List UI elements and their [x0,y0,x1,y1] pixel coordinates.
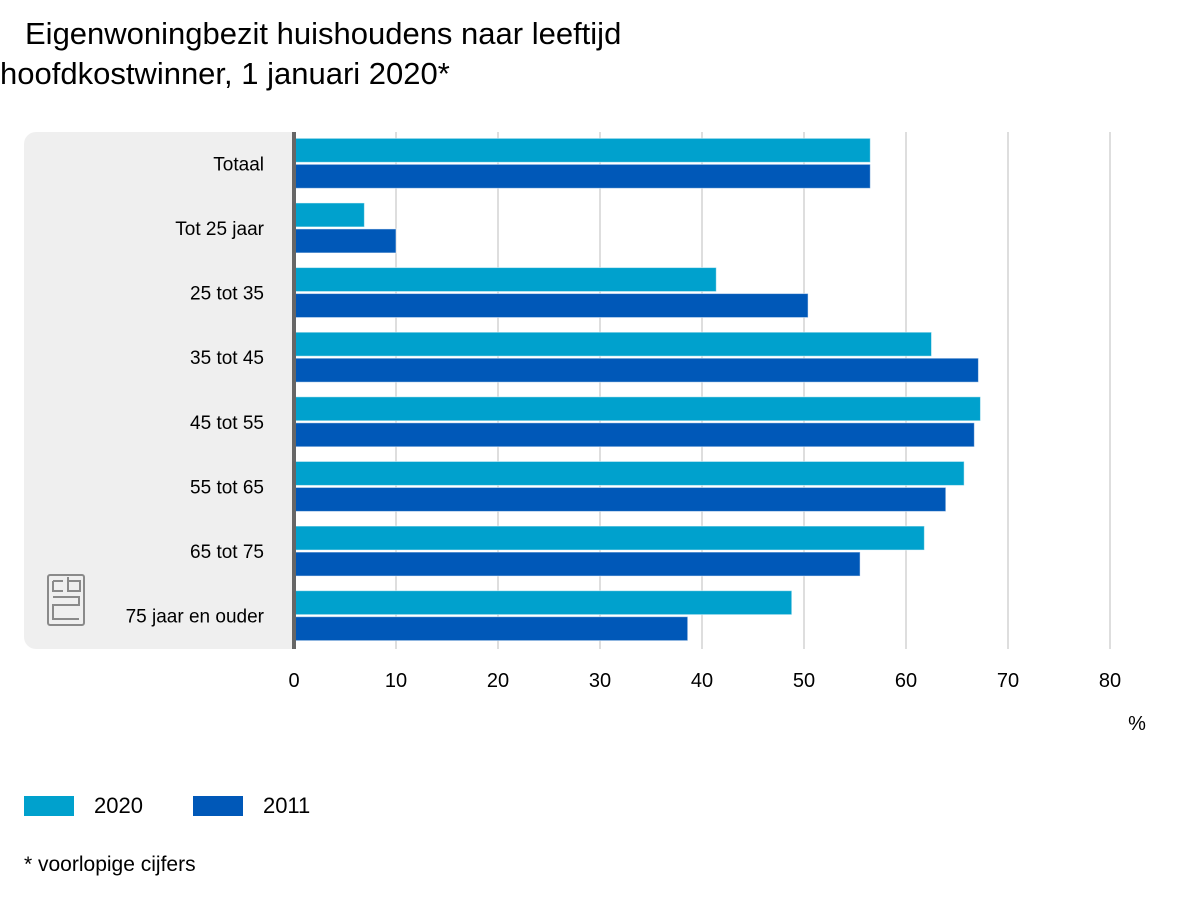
bar-2020 [293,460,965,486]
x-tick-label: 10 [385,670,407,692]
category-label: Totaal [213,154,264,175]
x-tick-label: 20 [487,670,509,692]
bar-2020 [293,525,925,551]
legend: 2020 2011 [24,793,360,819]
bar-2011 [293,228,397,254]
category-label: Tot 25 jaar [175,219,264,240]
bar-2011 [293,616,689,642]
legend-item-2020: 2020 [24,793,143,819]
x-tick-label: 50 [793,670,815,692]
chart-title: Eigenwoningbezit huishoudens naar leefti… [0,14,621,94]
legend-swatch-2011 [192,796,243,816]
legend-item-2011: 2011 [192,793,311,819]
category-panel [24,132,314,649]
legend-label-2011: 2011 [262,793,311,818]
bar-2011 [293,551,861,577]
legend-swatch-2020 [24,796,74,816]
footnote: * voorlopige cijfers [24,853,196,876]
category-label: 75 jaar en ouder [126,607,265,628]
x-axis-unit-label: % [1128,713,1146,735]
bar-2011 [293,293,809,319]
x-tick-label: 70 [997,670,1019,692]
legend-label-2020: 2020 [94,793,143,818]
bar-2020 [293,590,793,616]
bars [293,137,981,642]
x-tick-label: 60 [895,670,917,692]
bar-2020 [293,331,932,357]
bar-2011 [293,422,975,448]
bar-2020 [293,137,871,163]
bar-2011 [293,357,979,383]
category-label: 55 tot 65 [190,477,264,498]
bar-2011 [293,486,947,512]
x-tick-label: 80 [1099,670,1121,692]
category-panel-edge-cover [294,132,314,649]
bar-2020 [293,202,365,228]
bar-2020 [293,396,981,422]
category-label: 45 tot 55 [190,413,264,434]
category-label: 35 tot 45 [190,348,264,369]
x-tick-labels: 0 10 20 30 40 50 60 70 80 [288,670,1121,692]
cbs-logo-icon [47,574,85,626]
category-label: 65 tot 75 [190,542,264,563]
x-tick-label: 30 [589,670,611,692]
chart-title-line-1: Eigenwoningbezit huishoudens naar leefti… [25,16,622,51]
bar-2011 [293,163,871,189]
category-labels: Totaal Tot 25 jaar 25 tot 35 35 tot 45 45 to… [126,154,265,627]
bar-chart: Totaal Tot 25 jaar 25 tot 35 35 tot 45 45 to… [24,132,1146,735]
x-tick-label: 0 [288,670,299,692]
category-label: 25 tot 35 [190,284,264,305]
bar-2020 [293,267,717,293]
x-tick-label: 40 [691,670,713,692]
chart-title-line-2: hoofdkostwinner, 1 januari 2020* [0,56,450,91]
